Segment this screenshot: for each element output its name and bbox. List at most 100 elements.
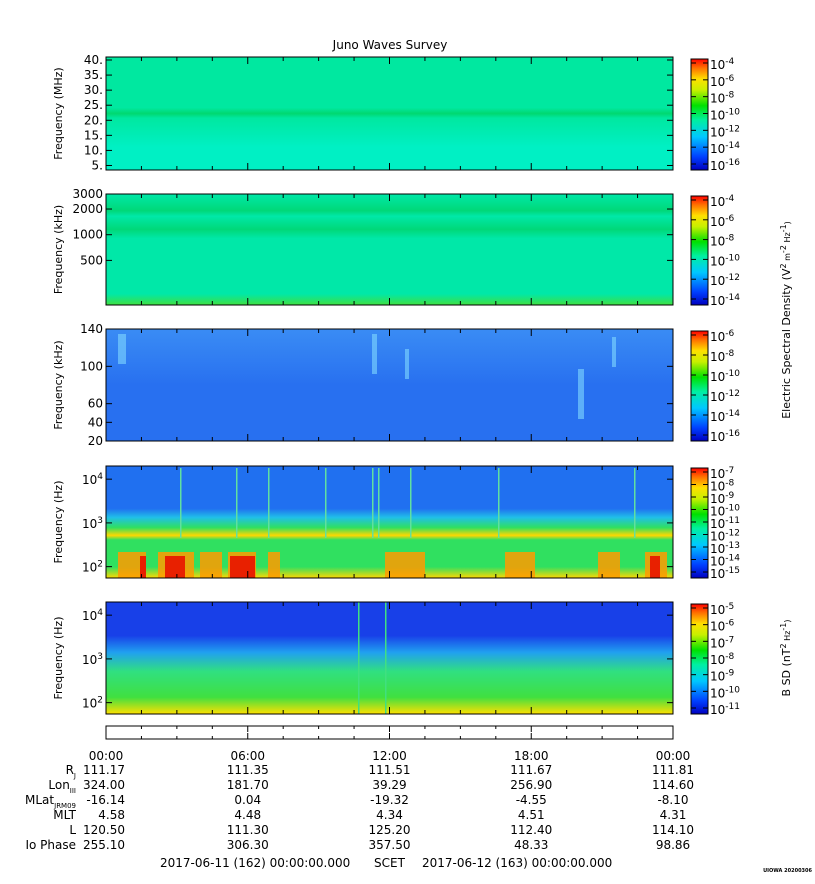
ephemeris-value: -19.32 [370, 793, 409, 807]
colorbar-tick-label: 10-14 [710, 141, 740, 156]
y-tick-label: 1000 [72, 228, 103, 242]
colorbar-tick-label: 10-16 [710, 429, 740, 444]
colorbar [690, 467, 709, 579]
panel-3: 140 100 60 40 20 Frequency (kHz) 10-6 10-8 10-10… [52, 322, 740, 448]
colorbar-tick-label: 10-6 [710, 214, 735, 229]
y-tick-label: 35. [84, 68, 103, 82]
ephemeris-value: 111.51 [369, 763, 411, 777]
colorbar-tick-label: 10-10 [710, 108, 740, 123]
ephemeris-value: 111.35 [227, 763, 269, 777]
emission-streak [578, 369, 584, 419]
colorbar [690, 58, 709, 171]
ephemeris-value: 181.70 [227, 778, 269, 792]
ephemeris-value: 357.50 [369, 838, 411, 852]
colorbar-tick-label: 10-4 [710, 194, 735, 209]
y-tick-label: 25. [84, 98, 103, 112]
y-tick-label: 103 [82, 516, 103, 531]
ephemeris-value: 48.33 [514, 838, 548, 852]
ephemeris-value: 120.50 [83, 823, 125, 837]
emission-burst [598, 552, 620, 578]
ephemeris-value: -16.14 [86, 793, 125, 807]
y-tick-label: 60 [88, 397, 103, 411]
colorbar-tick-label: 10-15 [710, 566, 740, 581]
ephemeris-value: 255.10 [83, 838, 125, 852]
ephemeris-value: 111.81 [652, 763, 694, 777]
colorbar-tick-label: 10-8 [710, 479, 735, 494]
colorbar-tick-label: 10-11 [710, 516, 740, 531]
ephemeris-value: -8.10 [657, 793, 688, 807]
ephemeris-value: 0.04 [234, 793, 261, 807]
time-tick-label: 00:00 [89, 749, 124, 763]
colorbar-tick-label: 10-6 [710, 619, 735, 634]
y-axis-label: Frequency (MHz) [52, 67, 65, 159]
y-tick-label: 102 [82, 696, 103, 711]
colorbar-tick-label: 10-9 [710, 491, 735, 506]
emission-spike [358, 602, 360, 714]
y-axis-label: Frequency (kHz) [52, 205, 65, 294]
panel-5: 104 103 102 Frequency (Hz) 10-5 10-610-7 10-8 1… [52, 601, 740, 717]
y-tick-label: 140 [80, 322, 103, 336]
y-tick-label: 104 [82, 608, 103, 623]
colorbar-tick-label: 10-10 [710, 685, 740, 700]
emission-spike [410, 468, 412, 538]
y-tick-label: 104 [82, 472, 103, 487]
emission-spike [325, 468, 327, 538]
magnetic-colorbar-label: B SD (nT2 Hz-1) [779, 620, 793, 697]
ephemeris-value: 324.00 [83, 778, 125, 792]
colorbar-tick-label: 10-8 [710, 91, 735, 106]
emission-streak [118, 334, 126, 364]
colorbar-tick-label: 10-10 [710, 253, 740, 268]
ephemeris-value: 111.30 [227, 823, 269, 837]
colorbar-tick-label: 10-12 [710, 273, 740, 288]
emission-spike [385, 602, 387, 714]
emission-burst [505, 552, 535, 578]
time-tick-label: 06:00 [230, 749, 265, 763]
ephemeris-label: MLatJRM09 [25, 793, 76, 810]
y-tick-label: 2000 [72, 202, 103, 216]
ephemeris-value: 114.10 [652, 823, 694, 837]
ephemeris-value: 111.17 [83, 763, 125, 777]
spectrogram-1 [106, 57, 673, 170]
time-tick-label: 00:00 [656, 749, 691, 763]
y-tick-label: 103 [82, 652, 103, 667]
y-axis-label: Frequency (Hz) [52, 617, 65, 700]
colorbar-tick-label: 10-14 [710, 409, 740, 424]
y-axis-label: Frequency (Hz) [52, 481, 65, 564]
chart-title: Juno Waves Survey [332, 38, 448, 52]
ephemeris-value: 111.67 [510, 763, 552, 777]
colorbar-tick-label: 10-12 [710, 124, 740, 139]
colorbar-tick-label: 10-7 [710, 466, 734, 481]
ephemeris-value: 39.29 [372, 778, 406, 792]
emission-streak [405, 349, 409, 379]
time-tick-label: 18:00 [514, 749, 549, 763]
y-tick-label: 20. [84, 113, 103, 127]
colorbar-tick-label: 10-11 [710, 702, 740, 717]
spectrogram-3 [106, 329, 673, 441]
ephemeris-value: 4.58 [98, 808, 125, 822]
emission-burst [200, 552, 222, 578]
panel-4: 104 103 102 Frequency (Hz) 10-710-810-910-10… [52, 465, 740, 581]
colorbar-tick-label: 10-12 [710, 389, 740, 404]
ephemeris-label: MLT [53, 808, 76, 822]
emission-burst-core [140, 556, 146, 578]
colorbar-tick-label: 10-10 [710, 369, 740, 384]
colorbar [690, 195, 709, 306]
ephemeris-label: RJ [66, 763, 76, 780]
y-axis-label: Frequency (kHz) [52, 340, 65, 429]
emission-spike [268, 468, 270, 538]
ephemeris-value: 306.30 [227, 838, 269, 852]
emission-streak [372, 334, 377, 374]
time-range-label: SCET [374, 856, 406, 870]
colorbar-tick-label: 10-4 [710, 57, 735, 72]
time-range-start: 2017-06-11 (162) 00:00:00.000 [160, 856, 350, 870]
colorbar-tick-label: 10-8 [710, 234, 735, 249]
colorbar-tick-label: 10-12 [710, 529, 740, 544]
colorbar-tick-label: 10-16 [710, 158, 740, 173]
emission-burst-core [165, 556, 185, 578]
emission-spike [236, 468, 238, 538]
spectrogram-5 [106, 602, 673, 714]
y-tick-label: 40 [88, 415, 103, 429]
colorbar-tick-label: 10-14 [710, 554, 740, 569]
y-tick-label: 3000 [72, 187, 103, 201]
